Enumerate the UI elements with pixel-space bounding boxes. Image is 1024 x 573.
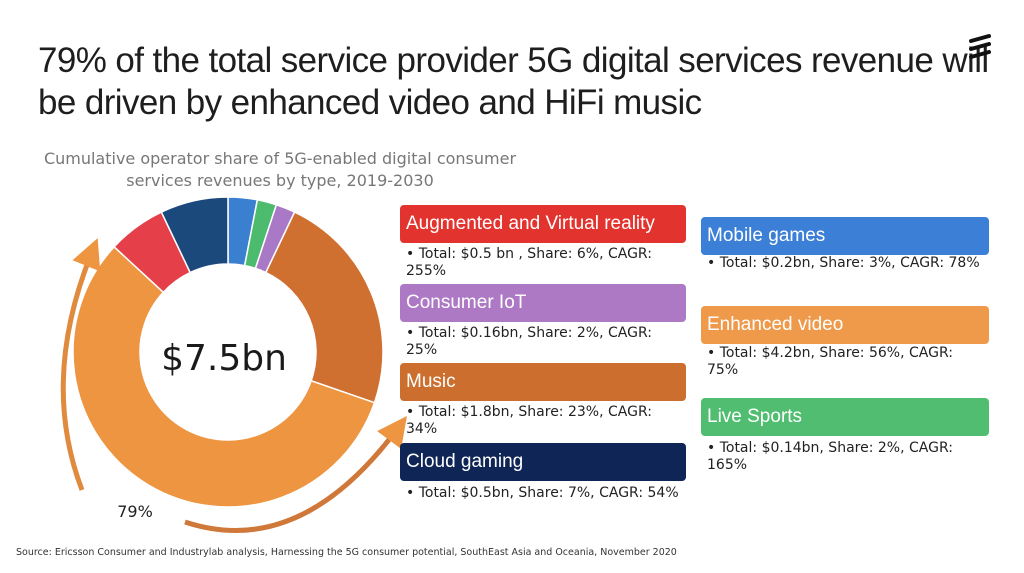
- annotation-79: 79%: [117, 502, 153, 521]
- slice-enhanced-video: [72, 245, 376, 508]
- arrow-bottom: [184, 415, 407, 533]
- legend-sports: Live Sports: [701, 398, 989, 436]
- legend-iot: Consumer IoT: [400, 284, 686, 322]
- legend-music: Music: [400, 363, 686, 401]
- arrow-left: [60, 238, 101, 491]
- legend-cloud: Cloud gaming: [400, 443, 686, 481]
- legend-sports-text: • Total: $0.14bn, Share: 2%, CAGR: 165%: [707, 440, 953, 473]
- slice-music: [264, 211, 384, 404]
- legend-games: Mobile games: [701, 217, 989, 255]
- legend-iot-text: • Total: $0.16bn, Share: 2%, CAGR: 25%: [406, 325, 652, 358]
- page-title: 79% of the total service provider 5G dig…: [38, 41, 989, 122]
- legend-arvr-text: • Total: $0.5 bn , Share: 6%, CAGR: 255%: [406, 246, 652, 279]
- legend-arvr: Augmented and Virtual reality: [400, 205, 686, 243]
- donut-chart: $7.5bn 79%: [60, 196, 407, 533]
- chart-subtitle: Cumulative operator share of 5G-enabled …: [43, 149, 517, 190]
- legend-video: Enhanced video: [701, 306, 989, 344]
- legend-video-text: • Total: $4.2bn, Share: 56%, CAGR: 75%: [707, 345, 953, 378]
- ericsson-logo: [969, 34, 991, 59]
- legend-cloud-text: • Total: $0.5bn, Share: 7%, CAGR: 54%: [406, 485, 679, 501]
- legend-games-text: • Total: $0.2bn, Share: 3%, CAGR: 78%: [707, 255, 980, 271]
- source-note: Source: Ericsson Consumer and Industryla…: [16, 547, 677, 558]
- legend-music-text: • Total: $1.8bn, Share: 23%, CAGR: 34%: [406, 404, 652, 437]
- slice-cloud-gaming: [160, 196, 229, 274]
- center-label: $7.5bn: [161, 338, 287, 379]
